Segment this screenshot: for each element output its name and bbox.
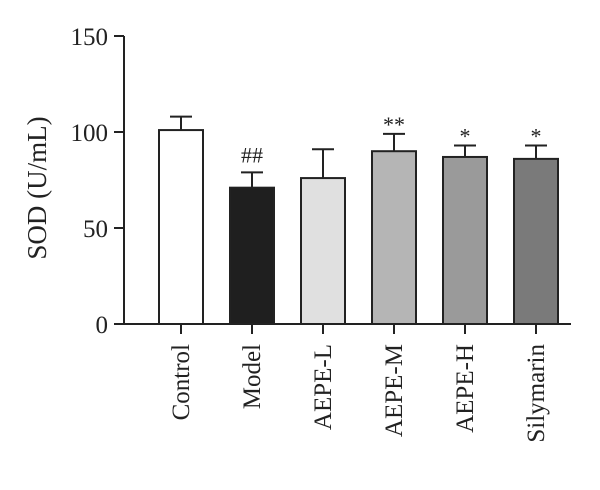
y-tick-label: 100 [71,120,109,147]
y-axis-ticks: 0 50 100 150 [71,24,124,339]
y-axis-title: SOD (U/mL) [22,116,52,259]
bar-aepe-l [300,177,346,325]
error-bars-group [170,115,547,188]
significance-label: * [531,123,542,148]
x-category-label: Silymarin [523,344,550,443]
bar-aepe-h [442,155,488,325]
x-category-label: AEPE-M [381,344,408,437]
bar-control [158,129,204,325]
significance-label: ## [241,142,263,167]
x-category-label: AEPE-L [310,344,337,430]
significance-label: ** [383,112,405,137]
x-category-labels: Control Model AEPE-L AEPE-M AEPE-H Silymarin [168,344,550,443]
x-category-label: Model [239,344,266,409]
x-axis-ticks [180,324,537,334]
significance-label: * [460,123,471,148]
y-tick-label: 50 [83,216,108,243]
y-tick-label: 150 [71,24,109,51]
significance-annotations: ##** * * [241,112,542,167]
bar-aepe-m [371,150,417,325]
bar-model [229,186,275,325]
y-tick-label: 0 [96,312,109,339]
x-category-label: AEPE-H [452,344,479,433]
x-category-label: Control [168,344,195,420]
bar-silymarin [513,157,559,325]
bars-group [158,129,559,325]
